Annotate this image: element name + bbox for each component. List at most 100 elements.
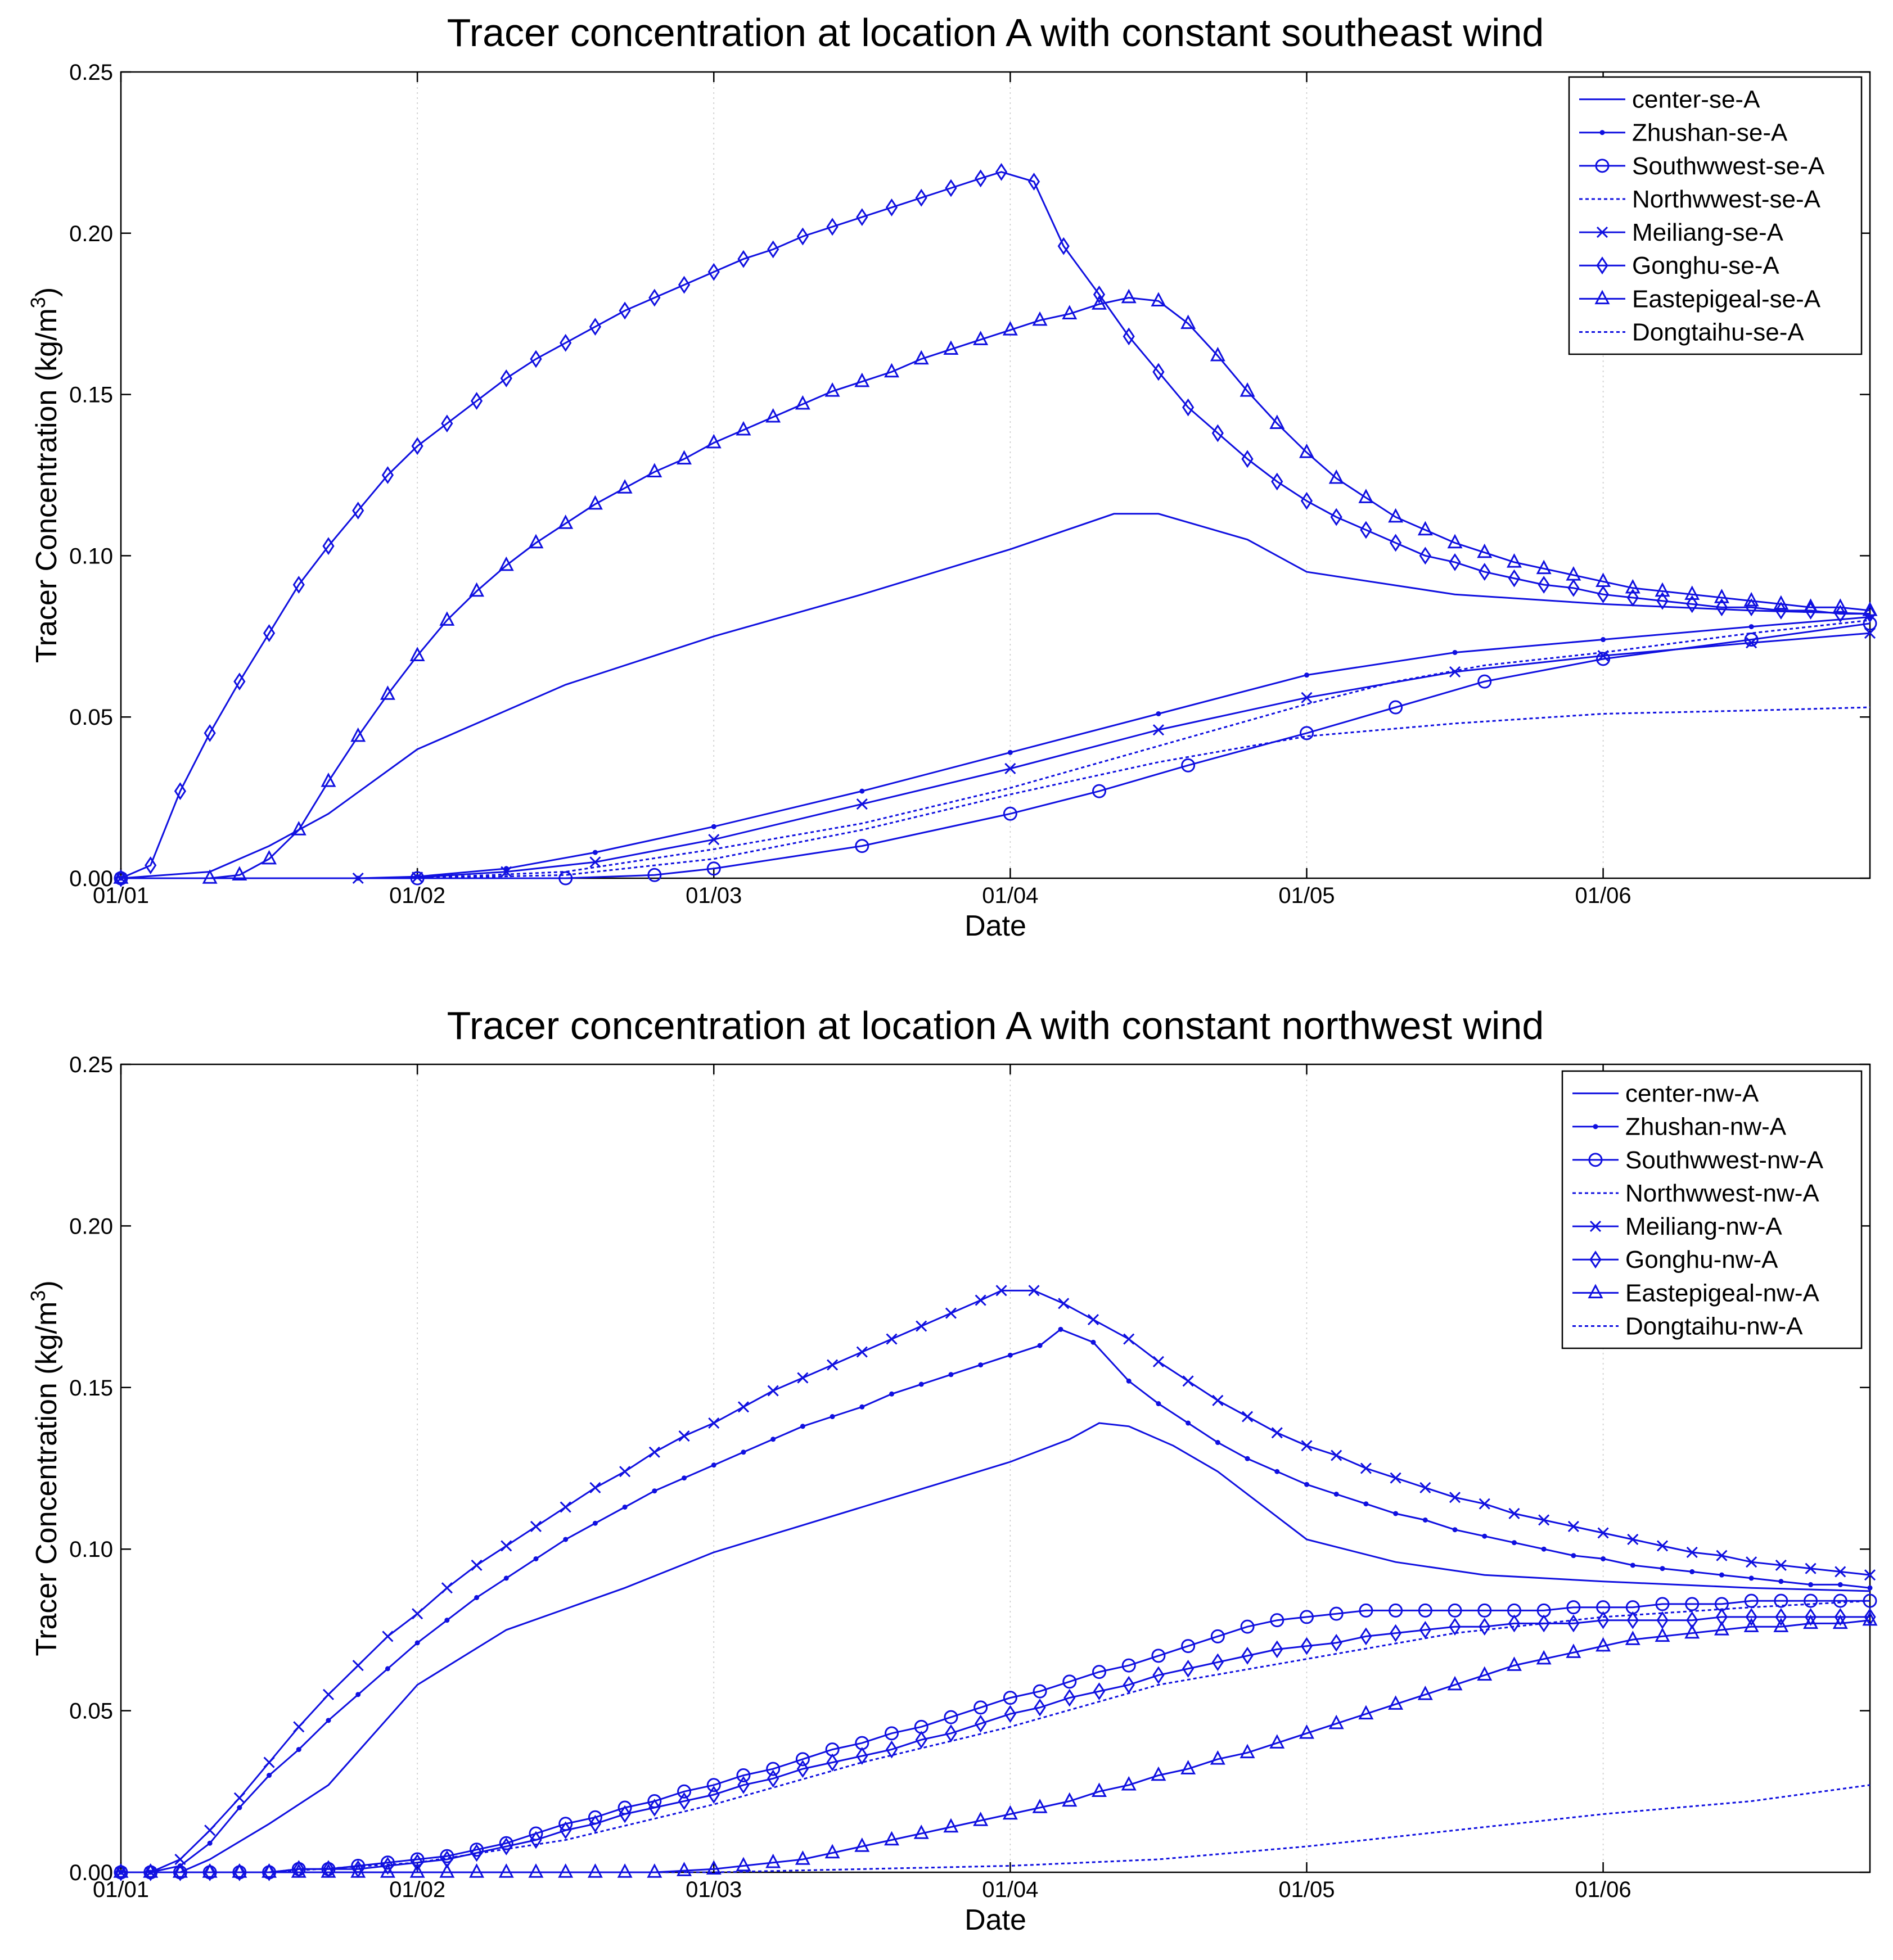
legend-label: Dongtaihu-se-A [1632, 318, 1804, 346]
marker-triangle [1151, 292, 1166, 307]
marker-diamond [470, 392, 483, 410]
marker-x [827, 1359, 839, 1371]
marker-diamond [826, 1753, 839, 1772]
plot-frame [120, 71, 1871, 879]
marker-circle [766, 1762, 781, 1776]
marker-triangle [1594, 290, 1610, 305]
legend-item: center-se-A [1579, 86, 1760, 114]
marker-diamond [1419, 1620, 1431, 1639]
marker-point [296, 1747, 301, 1753]
x-tick-label: 01/04 [982, 883, 1038, 908]
marker-circle [1329, 1606, 1344, 1621]
x-tick-label: 01/03 [686, 883, 742, 908]
x-tick-label: 01/05 [1278, 883, 1335, 908]
marker-diamond [885, 1740, 898, 1759]
marker-diamond [1271, 472, 1283, 491]
marker-triangle [1832, 598, 1848, 613]
marker-triangle [1151, 1766, 1166, 1781]
marker-triangle [1180, 1760, 1196, 1774]
series-center-se-A [120, 513, 1871, 879]
marker-triangle [1388, 508, 1404, 523]
marker-diamond [796, 227, 809, 246]
chart-title: Tracer concentration at location A with … [447, 11, 1544, 55]
marker-circle [1685, 1597, 1700, 1611]
legend-item: Zhushan-se-A [1579, 119, 1788, 147]
marker-circle [558, 871, 573, 886]
marker-circle [706, 861, 721, 876]
marker-circle [885, 1726, 899, 1741]
marker-diamond [648, 288, 661, 307]
marker-point [978, 1362, 984, 1368]
series-line [121, 632, 1871, 879]
marker-x [1087, 1314, 1099, 1326]
legend: center-se-A Zhushan-se-A Southwwest-se-A No… [1568, 76, 1863, 355]
marker-triangle [824, 382, 840, 397]
marker-circle [1033, 1684, 1047, 1699]
marker-x [174, 1853, 186, 1866]
marker-point [1808, 1582, 1814, 1587]
marker-circle [1092, 1665, 1106, 1679]
marker-diamond [352, 502, 364, 520]
legend-item: Northwwest-nw-A [1572, 1180, 1819, 1207]
marker-x [767, 1385, 779, 1397]
marker-triangle [1299, 443, 1314, 458]
marker-diamond [995, 162, 1008, 181]
y-tick-label: 0.15 [69, 383, 113, 408]
marker-triangle [1588, 1284, 1603, 1299]
legend-label: Zhushan-nw-A [1625, 1113, 1787, 1141]
marker-diamond [1419, 547, 1431, 565]
marker-diamond [500, 1837, 512, 1855]
marker-point [948, 1372, 954, 1378]
marker-x [1596, 227, 1608, 238]
marker-point [1037, 1343, 1043, 1348]
marker-x [1152, 1356, 1164, 1367]
marker-point [533, 1556, 539, 1561]
marker-diamond [292, 576, 305, 594]
marker-circle [1181, 758, 1196, 773]
marker-diamond [1241, 450, 1254, 468]
marker-diamond [441, 414, 453, 433]
marker-point [1660, 1566, 1665, 1571]
marker-point [444, 1618, 450, 1623]
series-line [121, 1784, 1871, 1873]
marker-diamond [975, 169, 987, 188]
marker-diamond [381, 1857, 394, 1875]
marker-point [830, 1414, 835, 1420]
marker-diamond [1390, 534, 1402, 552]
marker-point [1393, 1511, 1399, 1516]
marker-point [237, 1805, 242, 1810]
marker-diamond [1211, 1653, 1224, 1672]
marker-triangle [113, 1863, 129, 1878]
marker-x [1058, 1298, 1070, 1309]
marker-triangle [113, 869, 129, 884]
marker-triangle [1358, 1705, 1374, 1720]
marker-triangle [1743, 1618, 1759, 1632]
marker-triangle [1803, 598, 1819, 613]
marker-point [326, 1718, 331, 1723]
marker-point [1156, 711, 1161, 716]
marker-triangle [380, 685, 395, 700]
chart-panel-1: Tracer concentration at location A with … [26, 11, 1878, 942]
marker-point [1304, 1482, 1309, 1487]
marker-diamond [945, 1724, 957, 1742]
legend-label: Zhushan-se-A [1632, 119, 1788, 147]
marker-x [886, 1333, 898, 1345]
marker-x [1271, 1427, 1283, 1439]
y-tick-label: 0.00 [69, 1860, 113, 1885]
marker-point [1601, 637, 1606, 643]
y-axis-label-close: ) [30, 287, 63, 297]
marker-diamond [1211, 424, 1224, 442]
marker-diamond [885, 198, 898, 216]
marker-point [711, 1462, 716, 1468]
legend-label: Gonghu-se-A [1632, 252, 1779, 279]
marker-diamond [530, 350, 542, 368]
marker-triangle [1566, 566, 1581, 581]
series-line [121, 622, 1871, 879]
marker-circle [1151, 1649, 1166, 1663]
y-tick-label: 0.10 [69, 544, 113, 568]
x-tick-label: 01/06 [1575, 883, 1631, 908]
y-tick-label: 0.05 [69, 1699, 113, 1724]
marker-point [859, 1404, 865, 1410]
marker-circle [1595, 159, 1610, 173]
marker-triangle [1180, 314, 1196, 329]
